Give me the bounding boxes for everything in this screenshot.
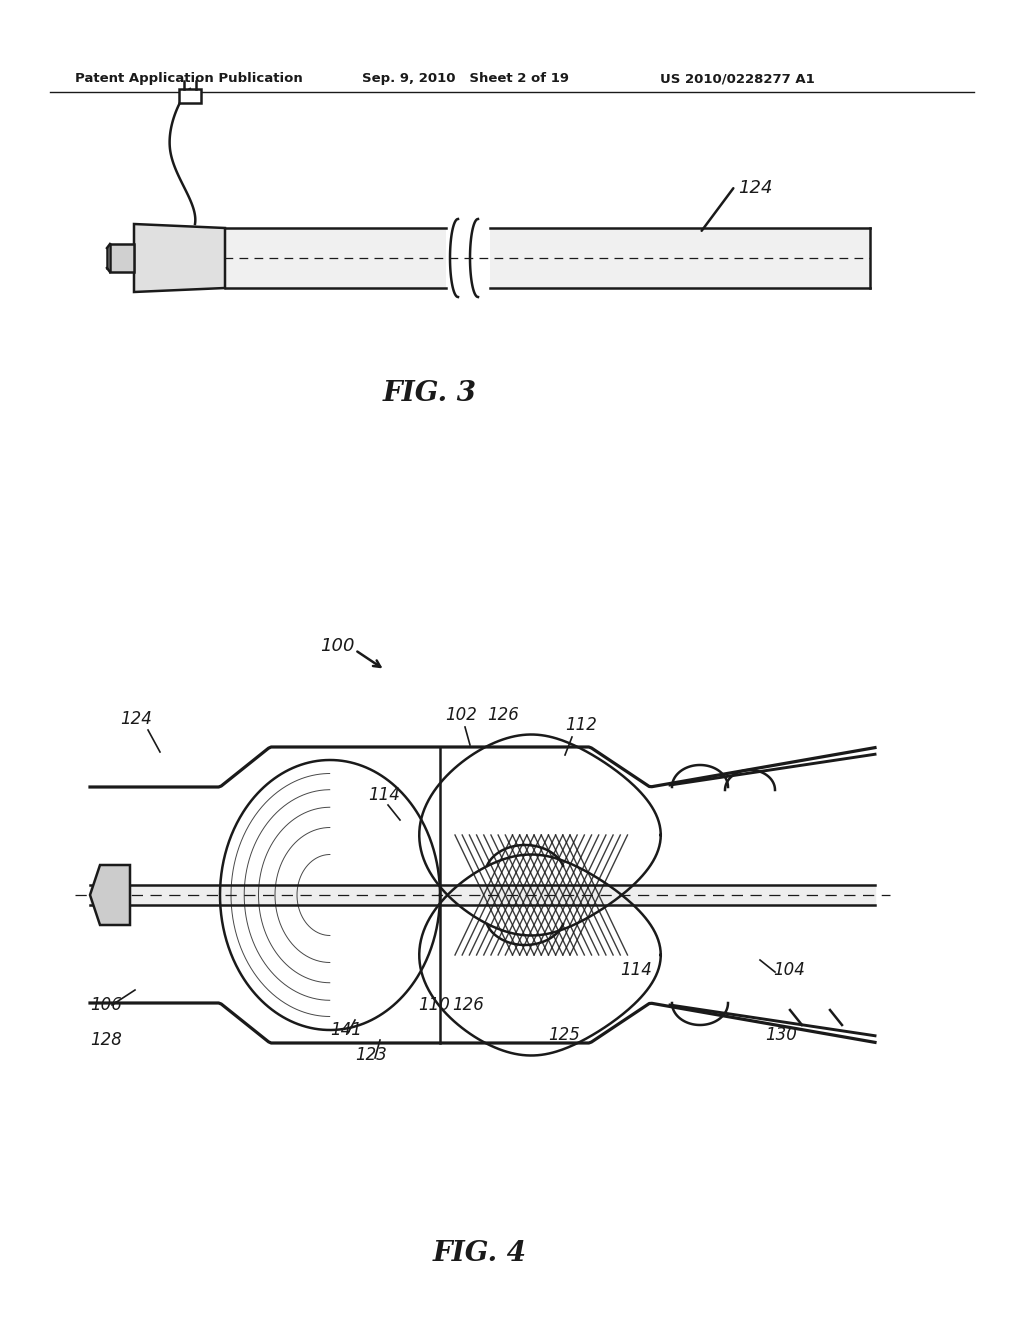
Text: 124: 124	[120, 710, 152, 729]
Text: US 2010/0228277 A1: US 2010/0228277 A1	[660, 73, 815, 84]
Text: 112: 112	[565, 715, 597, 734]
Text: 124: 124	[738, 180, 772, 197]
Text: 141: 141	[330, 1020, 361, 1039]
Text: FIG. 4: FIG. 4	[433, 1239, 527, 1267]
Text: 110: 110	[418, 997, 450, 1014]
Text: Sep. 9, 2010   Sheet 2 of 19: Sep. 9, 2010 Sheet 2 of 19	[362, 73, 569, 84]
Text: 125: 125	[548, 1026, 580, 1044]
Text: FIG. 3: FIG. 3	[383, 380, 477, 407]
Text: 102: 102	[445, 706, 477, 723]
Polygon shape	[110, 244, 134, 272]
Text: 104: 104	[773, 961, 805, 979]
Text: 106: 106	[90, 997, 122, 1014]
Text: 128: 128	[90, 1031, 122, 1049]
Bar	[490, 228, 870, 288]
Polygon shape	[90, 865, 130, 925]
Text: 130: 130	[765, 1026, 797, 1044]
Text: Patent Application Publication: Patent Application Publication	[75, 73, 303, 84]
Text: 123: 123	[355, 1045, 387, 1064]
Text: 100: 100	[319, 638, 354, 655]
Bar	[225, 228, 446, 288]
Text: 126: 126	[487, 706, 519, 723]
Text: 114: 114	[620, 961, 652, 979]
Text: 126: 126	[452, 997, 484, 1014]
Text: 114: 114	[368, 785, 400, 804]
Polygon shape	[134, 224, 225, 292]
Bar	[179, 88, 201, 103]
